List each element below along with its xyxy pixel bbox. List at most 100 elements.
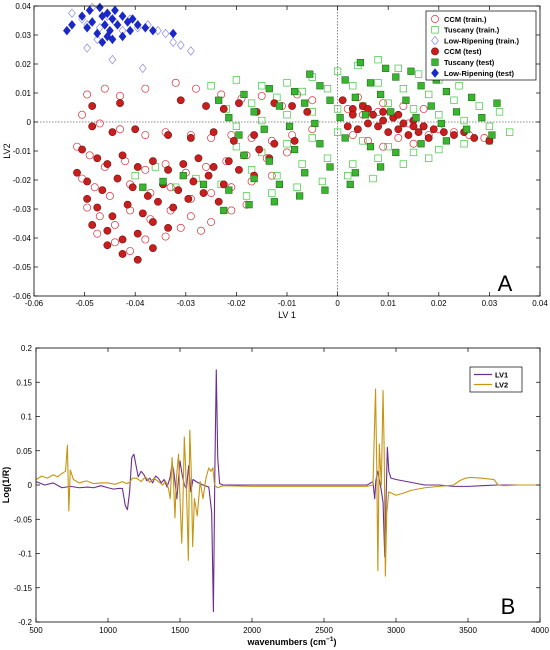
x-axis-label-superscript: −1 [326, 636, 334, 643]
x-tick-label: -0.02 [227, 299, 246, 308]
data-point [118, 250, 127, 258]
data-point [275, 180, 284, 188]
y-tick-label: 0.03 [15, 31, 31, 40]
data-point [265, 157, 273, 165]
data-point [402, 96, 410, 104]
data-point [349, 160, 357, 168]
data-point [95, 212, 104, 221]
panel-letter-a: A [498, 271, 513, 296]
data-point [311, 119, 319, 128]
y-tick-label: -0.01 [13, 147, 32, 156]
data-point [379, 99, 388, 108]
data-point [270, 139, 279, 148]
legend-label: Tuscany (train.) [444, 26, 500, 35]
data-point [409, 122, 418, 131]
data-point [93, 154, 102, 163]
data-point [100, 84, 109, 93]
data-point [191, 84, 200, 93]
data-point [85, 5, 94, 16]
panel-letter-b: B [501, 594, 516, 619]
data-point [220, 206, 228, 215]
data-point [103, 241, 112, 250]
y-tick-label: 0.04 [15, 2, 31, 11]
data-point [374, 122, 382, 131]
data-point [412, 114, 420, 122]
data-point [207, 218, 216, 226]
x-axis-label-text: wavenumbers (cm [247, 637, 327, 647]
y-tick-label: 0.01 [15, 89, 31, 98]
y-tick-label: 0.1 [21, 413, 33, 422]
x-tick-label: 2000 [243, 626, 261, 635]
data-point [296, 192, 304, 200]
legend-marker [431, 68, 439, 78]
data-point [83, 177, 92, 186]
data-point [123, 200, 132, 209]
data-point [265, 85, 273, 93]
y-axis-label: Log(1/R) [1, 467, 11, 504]
data-point [88, 102, 97, 110]
data-point [83, 22, 91, 33]
data-point [283, 148, 291, 157]
data-point [197, 226, 205, 235]
data-point [176, 96, 185, 105]
y-tick-label: 0.05 [16, 447, 32, 456]
data-point [394, 133, 403, 142]
data-point [493, 99, 501, 107]
data-point [293, 183, 301, 191]
data-point [141, 22, 150, 33]
data-point [460, 116, 468, 125]
data-point [260, 125, 268, 133]
data-point [369, 174, 377, 183]
data-point [455, 82, 463, 90]
data-point [273, 172, 281, 180]
data-point [290, 87, 299, 96]
data-point [159, 177, 167, 186]
data-point [123, 17, 132, 27]
data-point [207, 82, 215, 90]
legend-box [469, 366, 523, 393]
y-tick-label: -0.03 [13, 205, 32, 214]
data-point [399, 160, 408, 168]
data-point [149, 25, 157, 36]
x-tick-label: 0.01 [380, 299, 396, 308]
data-point [343, 122, 352, 131]
data-point [138, 209, 147, 218]
data-point [392, 148, 400, 157]
data-point [475, 102, 483, 110]
data-point [463, 125, 471, 133]
data-point [83, 43, 91, 53]
data-point [93, 28, 102, 39]
data-point [250, 131, 259, 139]
data-point [131, 125, 140, 134]
data-point [356, 58, 364, 67]
y-tick-label: 0.02 [15, 60, 31, 69]
data-point [128, 14, 137, 24]
data-point [351, 93, 359, 101]
data-point [199, 189, 208, 197]
data-point [78, 145, 86, 154]
data-point [113, 20, 122, 30]
data-point [450, 96, 458, 104]
data-point [387, 108, 395, 116]
data-point [184, 194, 193, 203]
data-point [108, 128, 117, 137]
data-point [108, 34, 117, 45]
data-point [318, 177, 327, 186]
panel-b-line-plot: 500 1000 1500 2000 2500 3000 3500 4000 -0.2 -0.15… [1, 344, 549, 647]
data-point [88, 122, 97, 131]
data-point [485, 122, 494, 131]
y-tick-label: 0 [27, 118, 32, 127]
x-tick-label: 3000 [387, 626, 405, 635]
data-point [407, 67, 415, 75]
data-point [88, 17, 97, 27]
data-point [298, 87, 306, 96]
data-point [143, 192, 152, 200]
data-point [68, 8, 76, 19]
data-point [344, 172, 352, 180]
data-point [409, 139, 418, 148]
data-point [308, 96, 317, 105]
data-point [161, 232, 170, 241]
data-point [435, 111, 443, 119]
data-point [283, 140, 291, 148]
